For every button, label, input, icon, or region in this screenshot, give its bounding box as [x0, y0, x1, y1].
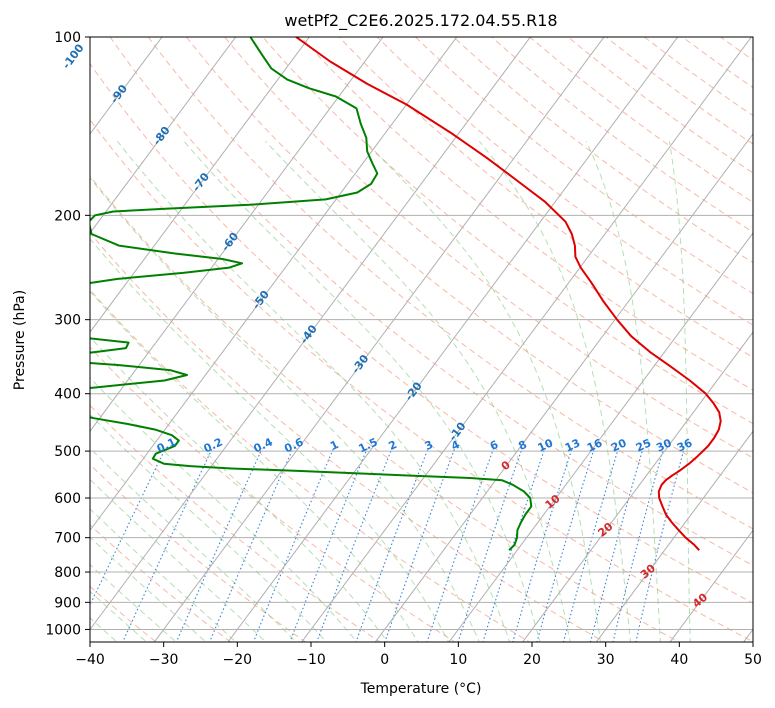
- mixing-ratio-label: 36: [675, 436, 695, 454]
- x-tick-label: 10: [449, 652, 467, 668]
- dry-adiabat: [90, 524, 232, 642]
- dry-adiabat: [452, 37, 753, 264]
- moist-adiabat: [668, 141, 691, 642]
- mixing-ratio-line: [209, 448, 294, 642]
- y-axis-label: Pressure (hPa): [12, 290, 28, 390]
- y-tick-label: 600: [54, 491, 81, 507]
- x-axis-label: Temperature (°C): [360, 681, 482, 697]
- mixing-ratio-label: 10: [536, 436, 556, 454]
- moist-adiabat: [90, 377, 358, 642]
- moist-adiabat: [364, 140, 601, 642]
- y-tick-label: 500: [54, 444, 81, 460]
- dry-adiabat: [90, 62, 753, 604]
- mixing-ratio-line: [355, 448, 429, 642]
- moist-adiabat: [90, 563, 177, 642]
- dry-adiabat: [90, 231, 606, 642]
- dry-adiabat: [109, 37, 753, 567]
- dry-adiabat: [90, 404, 382, 642]
- x-tick-label: −20: [223, 652, 253, 668]
- mixing-ratio-line: [426, 448, 495, 642]
- moist-adiabat: [478, 140, 632, 642]
- isotherm: [227, 37, 679, 642]
- isotherm: [153, 37, 605, 642]
- mixing-ratio-line: [122, 448, 213, 642]
- plot-background: [90, 37, 753, 642]
- x-tick-label: 50: [744, 652, 762, 668]
- dry-adiabat: [185, 37, 753, 494]
- dry-adiabat: [90, 289, 531, 642]
- isotherm: [90, 37, 384, 433]
- mixing-ratio-label: 16: [585, 436, 605, 454]
- moist-adiabat: [183, 140, 541, 642]
- mixing-ratio-line: [589, 448, 644, 642]
- dry-adiabat: [223, 37, 753, 459]
- y-tick-label: 900: [54, 595, 81, 611]
- moist-adiabat: [90, 447, 297, 642]
- y-tick-label: 700: [54, 531, 81, 547]
- mixing-ratio-line: [289, 448, 368, 642]
- x-tick-label: 30: [597, 652, 615, 668]
- y-tick-label: 1000: [45, 622, 81, 638]
- chart-title: wetPf2_C2E6.2025.172.04.55.R18: [284, 11, 557, 31]
- mixing-ratio-line: [635, 448, 685, 642]
- isotherm: [301, 37, 752, 642]
- isotherm: [374, 133, 753, 642]
- y-tick-label: 200: [54, 208, 81, 224]
- moist-adiabat: [265, 140, 571, 642]
- y-tick-label: 300: [54, 313, 81, 329]
- isotherm: [448, 232, 753, 642]
- x-tick-label: −30: [149, 652, 179, 668]
- mixing-ratio-label: 30: [654, 436, 674, 454]
- temperature-profile-line: [295, 37, 722, 551]
- moist-adiabat: [90, 238, 450, 642]
- mixing-ratio-line: [175, 448, 263, 642]
- isotherm: [90, 37, 531, 631]
- background-lines: [90, 37, 753, 642]
- data-series: [90, 37, 722, 551]
- isotherm: [90, 37, 163, 135]
- isotherm: [595, 430, 753, 642]
- moist-adiabat: [585, 141, 661, 642]
- isotherm: [90, 37, 458, 532]
- moist-adiabat: [117, 140, 511, 642]
- plot-frame: [89, 36, 754, 643]
- moist-adiabat: [90, 413, 328, 642]
- mixing-ratio-line: [316, 448, 393, 642]
- mixing-ratio-line: [384, 448, 456, 642]
- dry-adiabat: [376, 37, 753, 326]
- moist-adiabat: [90, 590, 148, 642]
- mixing-ratio-label: 25: [634, 436, 653, 454]
- y-tick-label: 100: [54, 30, 81, 46]
- dry-adiabat: [338, 37, 753, 358]
- y-axis: 1000 900 800 700 600 500 400 300 200 100: [45, 30, 90, 638]
- dewpoint-profile-line: [90, 37, 533, 551]
- x-tick-label: 0: [380, 652, 389, 668]
- mixing-ratio-label: 13: [563, 436, 582, 454]
- isotherm: [522, 331, 753, 642]
- isotherm: [669, 529, 753, 642]
- moist-adiabat: [90, 176, 480, 642]
- moist-adiabat: [90, 478, 267, 642]
- x-tick-label: 20: [523, 652, 541, 668]
- dry-adiabat: [147, 37, 753, 530]
- mixing-ratio-line: [612, 448, 664, 642]
- x-tick-label: 40: [670, 652, 688, 668]
- dry-adiabat: [90, 175, 680, 642]
- moist-adiabat: [90, 336, 389, 642]
- y-tick-label: 800: [54, 565, 81, 581]
- mixing-ratio-line: [252, 448, 335, 642]
- y-tick-label: 400: [54, 387, 81, 403]
- x-axis: −40 −30 −20 −10 0 10 20 30 40 50: [75, 642, 762, 668]
- dry-adiabat: [90, 119, 753, 642]
- isotherm: [90, 37, 237, 234]
- dry-adiabat: [90, 346, 456, 642]
- x-tick-label: −40: [75, 652, 105, 668]
- mixing-ratio-label: 20: [609, 436, 629, 454]
- x-tick-label: −10: [296, 652, 326, 668]
- dry-adiabat: [300, 37, 753, 391]
- dry-adiabat: [414, 37, 753, 295]
